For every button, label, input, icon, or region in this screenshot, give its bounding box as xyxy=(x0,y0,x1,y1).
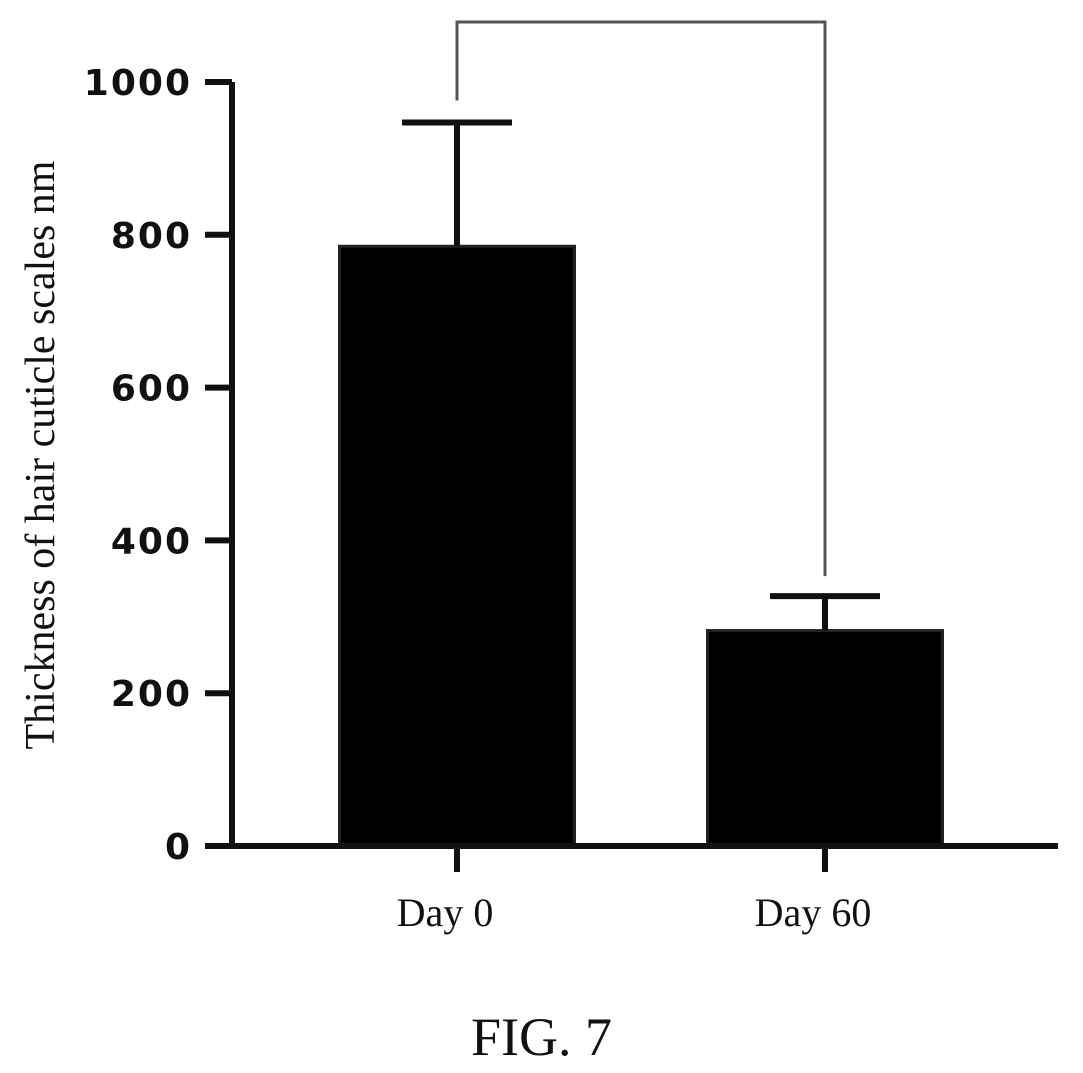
y-axis-label: Thickness of hair cuticle scales nm xyxy=(18,160,64,749)
y-tick-label: 0 xyxy=(165,827,192,868)
y-tick-label: 1000 xyxy=(84,63,192,104)
y-tick-label: 800 xyxy=(111,216,192,257)
x-tick-label: Day 0 xyxy=(397,890,494,935)
figure-caption: FIG. 7 xyxy=(470,1007,612,1067)
y-tick-label: 200 xyxy=(111,674,192,715)
bar-1 xyxy=(338,244,576,848)
y-tick-label: 400 xyxy=(111,521,192,562)
y-tick-label: 600 xyxy=(111,369,192,410)
bar-chart: 0 200 400 600 800 1000 Day 0 Day 60 Thickness o… xyxy=(18,20,1058,935)
plot-area: 0 200 400 600 800 1000 Day 0 Day 60 xyxy=(84,20,1058,935)
x-tick-label: Day 60 xyxy=(755,890,872,935)
bar-2 xyxy=(706,629,944,848)
significance-bracket xyxy=(455,20,827,577)
